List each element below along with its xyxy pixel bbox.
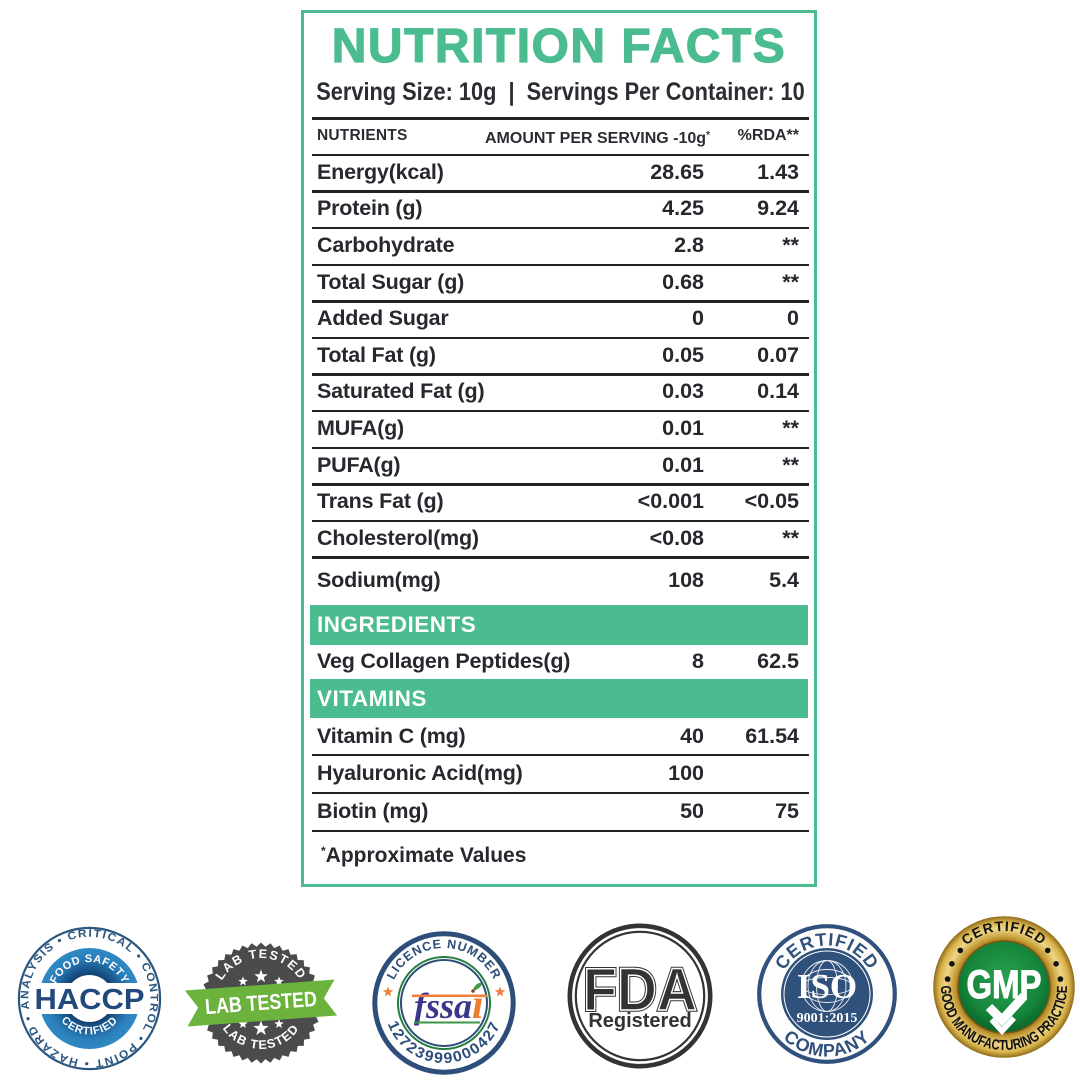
svg-text:HACCP: HACCP (35, 984, 145, 1016)
svg-text:FDA: FDA (583, 956, 697, 1023)
svg-text:fssa: fssa (414, 986, 472, 1026)
svg-text:Registered: Registered (588, 1010, 691, 1032)
svg-text:FDA: FDA (583, 956, 697, 1023)
svg-text:9001:2015: 9001:2015 (797, 1011, 858, 1026)
svg-text:ı: ı (472, 982, 484, 1028)
svg-text:GMP: GMP (967, 963, 1042, 1007)
svg-text:ISO: ISO (797, 967, 857, 1006)
